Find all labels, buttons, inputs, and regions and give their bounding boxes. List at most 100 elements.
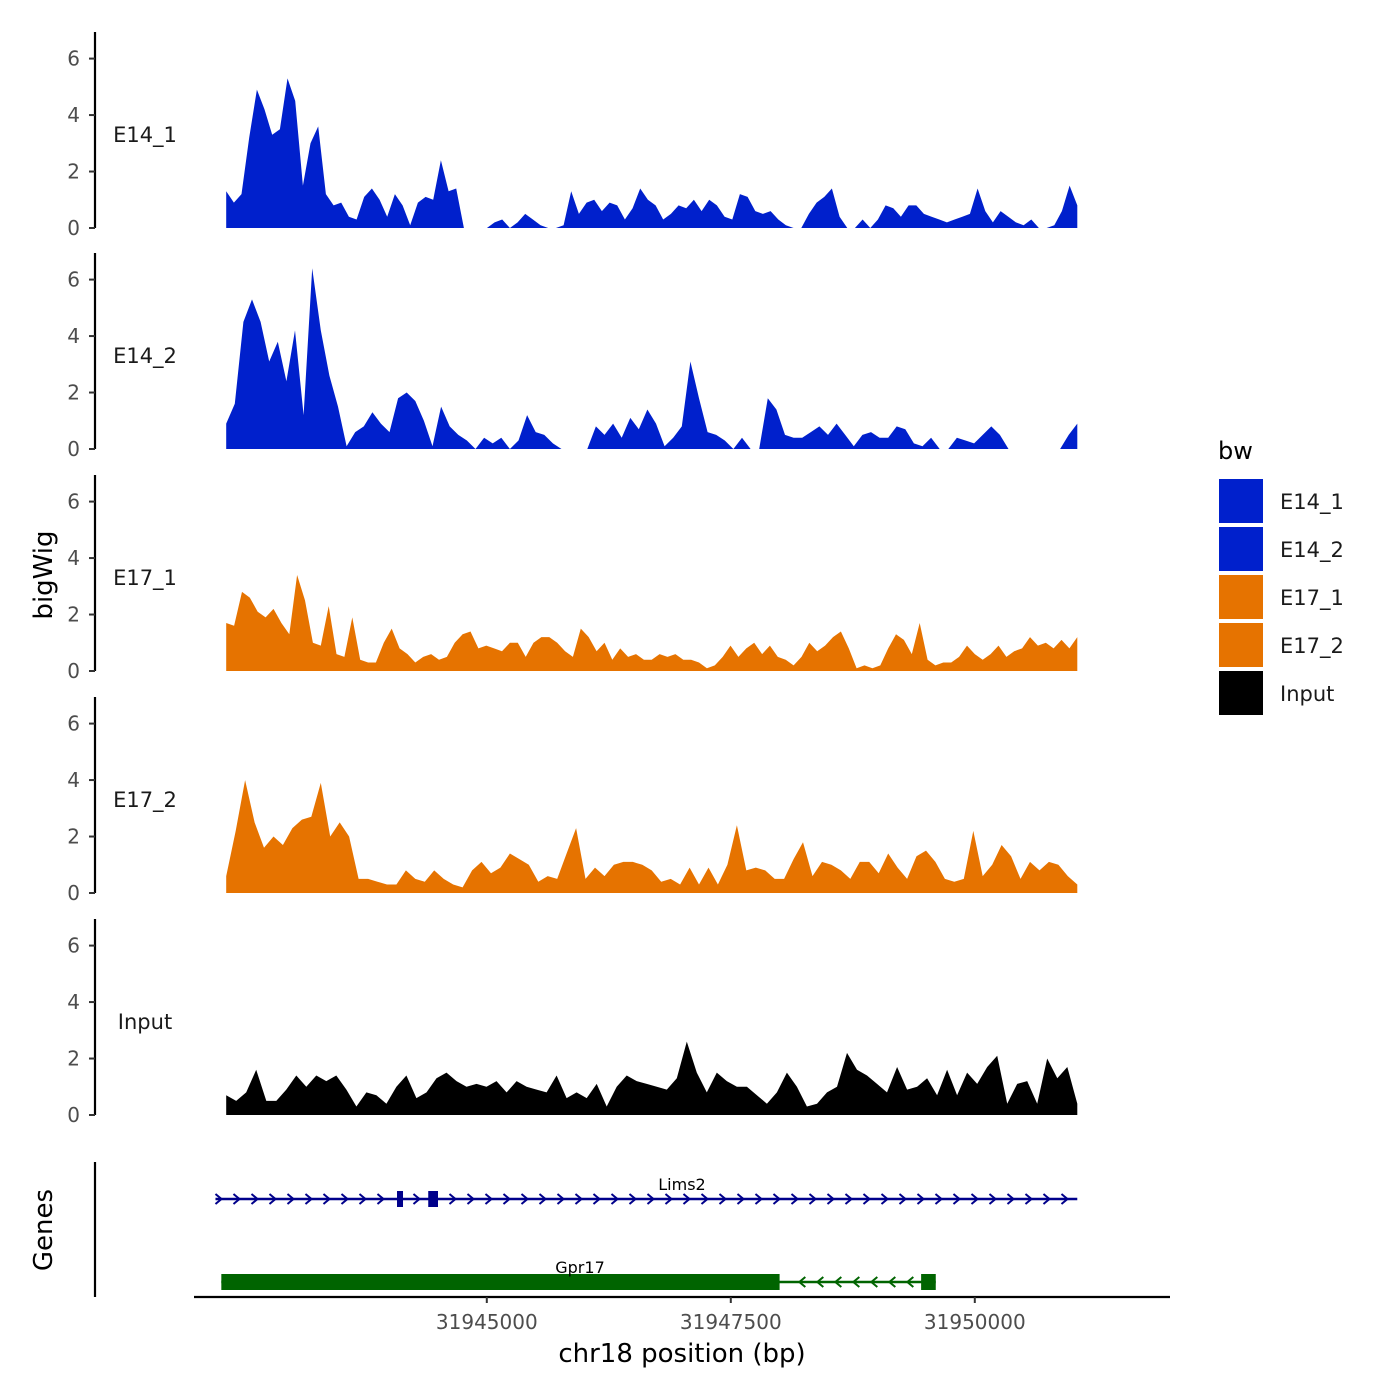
strand-arrow-icon <box>358 1193 368 1205</box>
strand-arrow-icon <box>682 1193 692 1205</box>
y-tick-label: 4 <box>67 768 80 792</box>
strand-arrow-icon <box>232 1193 242 1205</box>
legend-items: E14_1 E14_2 E17_1 E17_2 Input <box>1219 479 1344 715</box>
strand-arrow-icon <box>952 1193 962 1205</box>
legend-item: E14_1 <box>1219 479 1344 523</box>
strand-arrow-icon <box>797 1276 806 1288</box>
gene-Gpr17: Gpr17 <box>221 1258 936 1290</box>
x-tick-label: 31947500 <box>680 1310 782 1334</box>
y-tick-label: 6 <box>67 712 80 736</box>
track-Input: 0 2 4 6 Input <box>67 919 1078 1127</box>
strand-arrow-icon <box>322 1193 332 1205</box>
legend-label: E14_2 <box>1280 538 1344 563</box>
track-E17_1: 0 2 4 6 E17_1 <box>67 475 1078 683</box>
strand-arrow-icon <box>376 1193 386 1205</box>
strand-arrow-icon <box>869 1276 878 1288</box>
track-E14_1: 0 2 4 6 E14_1 <box>67 32 1078 240</box>
strand-arrow-icon <box>304 1193 314 1205</box>
y-tick-label: 0 <box>67 881 80 905</box>
strand-arrow-icon <box>664 1193 674 1205</box>
coverage-area-E14_1 <box>226 78 1078 229</box>
legend-label: E17_1 <box>1280 586 1344 611</box>
x-ticks: 31945000 31947500 31950000 <box>436 1297 1026 1334</box>
strand-arrow-icon <box>1006 1193 1016 1205</box>
legend-swatch <box>1219 575 1263 619</box>
gene-label: Gpr17 <box>555 1258 605 1277</box>
legend-label: E14_1 <box>1280 490 1344 515</box>
y-tick-label: 0 <box>67 1103 80 1127</box>
y-tick-label: 6 <box>67 268 80 292</box>
strand-arrow-icon <box>592 1193 602 1205</box>
coverage-area-E14_2 <box>226 268 1078 449</box>
track-label: E14_2 <box>113 344 177 369</box>
strand-arrow-icon <box>628 1193 638 1205</box>
strand-arrow-icon <box>808 1193 818 1205</box>
strand-arrow-icon <box>833 1276 842 1288</box>
legend-item: E17_1 <box>1219 575 1344 619</box>
legend-swatch <box>1219 527 1263 571</box>
strand-arrow-icon <box>1042 1193 1052 1205</box>
legend-item: E14_2 <box>1219 527 1344 571</box>
gene-exon <box>428 1191 438 1207</box>
strand-arrow-icon <box>790 1193 800 1205</box>
y-tick-label: 4 <box>67 324 80 348</box>
track-label: E14_1 <box>113 123 177 148</box>
strand-arrow-icon <box>268 1193 278 1205</box>
strand-arrow-icon <box>574 1193 584 1205</box>
legend-title: bw <box>1218 437 1253 465</box>
strand-arrow-icon <box>844 1193 854 1205</box>
gene-exon <box>221 1274 780 1290</box>
genes-layer: Lims2 Gpr17 <box>214 1175 1078 1290</box>
y-tick-label: 6 <box>67 47 80 71</box>
strand-arrow-icon <box>1060 1193 1070 1205</box>
strand-arrow-icon <box>556 1193 566 1205</box>
track-label: E17_2 <box>113 788 177 813</box>
legend-swatch <box>1219 623 1263 667</box>
strand-arrow-icon <box>340 1193 350 1205</box>
x-axis-title: chr18 position (bp) <box>558 1339 805 1369</box>
strand-arrow-icon <box>700 1193 710 1205</box>
strand-arrow-icon <box>905 1276 914 1288</box>
y-axis-title: bigWig <box>29 530 59 619</box>
x-tick-label: 31950000 <box>924 1310 1026 1334</box>
gene-Lims2: Lims2 <box>214 1175 1078 1207</box>
legend-item: Input <box>1219 671 1334 715</box>
genes-axis-title: Genes <box>29 1189 59 1271</box>
y-tick-label: 0 <box>67 437 80 461</box>
legend: bw E14_1 E14_2 E17_1 E17_2 Input <box>1218 437 1344 715</box>
strand-arrow-icon <box>934 1193 944 1205</box>
track-E14_2: 0 2 4 6 E14_2 <box>67 253 1078 461</box>
y-tick-label: 2 <box>67 1047 80 1071</box>
strand-arrow-icon <box>862 1193 872 1205</box>
strand-arrow-icon <box>448 1193 458 1205</box>
strand-arrow-icon <box>988 1193 998 1205</box>
legend-label: Input <box>1280 682 1334 706</box>
y-tick-label: 6 <box>67 934 80 958</box>
y-tick-label: 0 <box>67 659 80 683</box>
strand-arrow-icon <box>466 1193 476 1205</box>
strand-arrow-icon <box>646 1193 656 1205</box>
y-tick-label: 4 <box>67 546 80 570</box>
y-tick-label: 4 <box>67 103 80 127</box>
y-tick-label: 6 <box>67 490 80 514</box>
legend-label: E17_2 <box>1280 634 1344 659</box>
gene-label: Lims2 <box>658 1175 705 1194</box>
legend-swatch <box>1219 671 1263 715</box>
strand-arrow-icon <box>898 1193 908 1205</box>
strand-arrow-icon <box>970 1193 980 1205</box>
legend-swatch <box>1219 479 1263 523</box>
strand-arrow-icon <box>286 1193 296 1205</box>
strand-arrow-icon <box>538 1193 548 1205</box>
strand-arrow-icon <box>815 1276 824 1288</box>
coverage-area-E17_1 <box>226 575 1078 671</box>
track-E17_2: 0 2 4 6 E17_2 <box>67 697 1078 905</box>
strand-arrow-icon <box>887 1276 896 1288</box>
strand-arrow-icon <box>412 1193 422 1205</box>
strand-arrow-icon <box>520 1193 530 1205</box>
strand-arrow-icon <box>916 1193 926 1205</box>
gene-exon <box>397 1191 404 1207</box>
tracks: 0 2 4 6 E14_1 0 2 4 6 E14_2 0 2 4 6 E17_1 0 2 4 6 E17_2 0 2 4 6… <box>67 32 1078 1127</box>
strand-arrow-icon <box>880 1193 890 1205</box>
y-tick-label: 2 <box>67 381 80 405</box>
coverage-area-Input <box>226 1041 1078 1115</box>
